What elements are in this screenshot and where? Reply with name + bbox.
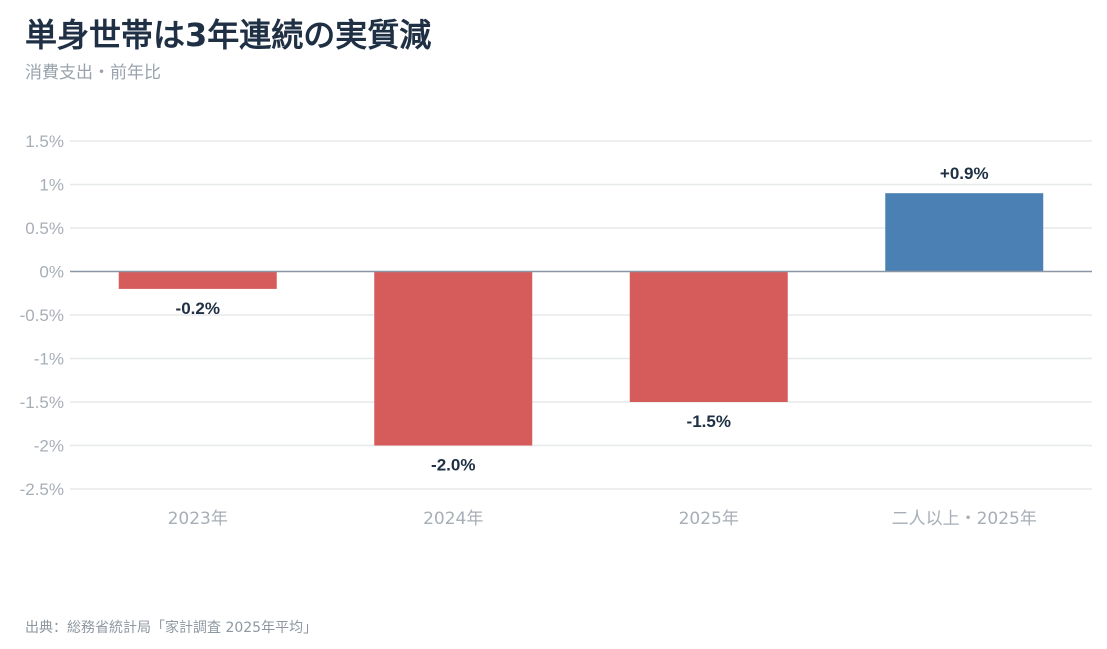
y-tick-label: -2%	[34, 437, 64, 456]
bar	[374, 271, 533, 446]
y-tick-label: 1.5%	[25, 132, 64, 151]
data-label: +0.9%	[940, 164, 989, 183]
x-tick-label: 二人以上・2025年	[892, 509, 1037, 529]
y-tick-label: -0.5%	[20, 306, 64, 325]
x-tick-label: 2023年	[168, 509, 228, 529]
bar-chart: 1.5%1%0.5%0%-0.5%-1%-1.5%-2%-2.5% -0.2%-…	[20, 132, 1092, 529]
data-label: -2.0%	[431, 456, 475, 475]
x-tick-label: 2024年	[423, 509, 483, 529]
y-tick-label: 1%	[39, 176, 64, 195]
bar	[118, 271, 277, 289]
data-label: -1.5%	[687, 412, 731, 431]
data-labels: -0.2% -2.0% -1.5% +0.9%	[176, 164, 989, 474]
source-note: 出典：総務省統計局「家計調査 2025年平均」	[25, 620, 318, 636]
gridlines	[70, 140, 1092, 490]
data-label: -0.2%	[176, 299, 220, 318]
y-tick-label: 0%	[39, 263, 64, 282]
y-tick-label: -1%	[34, 350, 64, 369]
bar	[885, 193, 1044, 272]
y-axis: 1.5% 1% 0.5% 0% -0.5% -1% -1.5% -2% -2.5%	[20, 132, 64, 499]
chart-title: 単身世帯は3年連続の実質減	[25, 16, 432, 54]
bar	[629, 271, 788, 402]
y-tick-label: -1.5%	[20, 393, 64, 412]
x-tick-label: 2025年	[679, 509, 739, 529]
chart-subtitle: 消費支出・前年比	[25, 63, 161, 83]
y-tick-label: 0.5%	[25, 219, 64, 238]
bars	[118, 193, 1044, 446]
x-axis: 2023年 2024年 2025年 二人以上・2025年	[168, 509, 1037, 529]
y-tick-label: -2.5%	[20, 480, 64, 499]
